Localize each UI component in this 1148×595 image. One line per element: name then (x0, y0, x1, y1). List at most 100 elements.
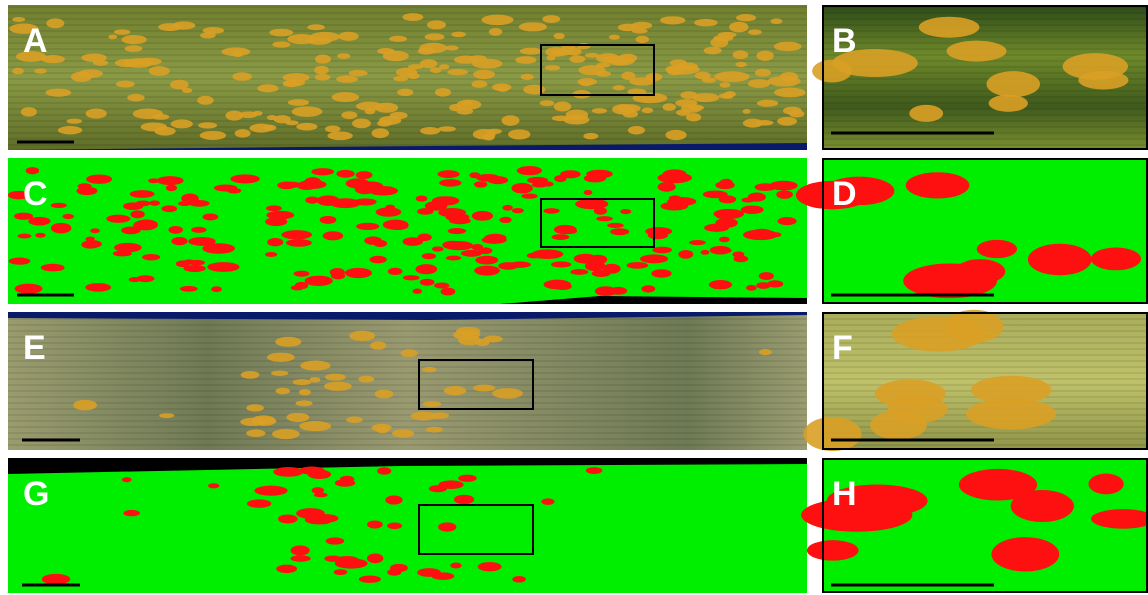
lesion (21, 107, 37, 116)
lesion (85, 283, 111, 292)
lesion (166, 185, 177, 192)
lesion (90, 228, 100, 233)
lesion (977, 240, 1017, 258)
lesion (125, 45, 143, 52)
lesion (670, 59, 687, 66)
panel: F (803, 310, 1148, 451)
lesion (719, 195, 736, 203)
lesion (422, 367, 436, 372)
lesion (695, 72, 711, 80)
lesion (108, 34, 117, 39)
lesion (432, 196, 459, 205)
lesion (748, 193, 766, 202)
lesion (774, 42, 802, 51)
lesion (340, 476, 354, 483)
lesion (584, 258, 601, 264)
lesion (481, 15, 513, 26)
lesion (420, 127, 440, 135)
lesion (648, 231, 668, 239)
lesion (595, 286, 617, 296)
lesion (512, 576, 526, 583)
lesion (743, 109, 751, 114)
lesion (408, 64, 424, 69)
lesion (142, 254, 160, 261)
lesion (545, 65, 560, 70)
lesion (235, 129, 251, 137)
lesion (267, 353, 295, 362)
lesion (315, 74, 331, 81)
lesion (511, 183, 532, 194)
lesion (757, 100, 778, 107)
lesion (778, 217, 797, 225)
lesion (288, 99, 309, 106)
panel-label: F (832, 329, 853, 367)
lesion (472, 211, 493, 221)
lesion (45, 89, 71, 97)
lesion (221, 47, 250, 56)
lesion (456, 327, 480, 336)
lesion (689, 105, 704, 111)
lesion (159, 413, 174, 418)
lesion (733, 251, 745, 257)
lesion (448, 228, 466, 234)
lesion (989, 95, 1028, 112)
lesion (149, 200, 160, 206)
lesion (438, 522, 456, 531)
lesion (444, 45, 458, 50)
lesion (331, 272, 345, 279)
lesion (410, 412, 437, 421)
lesion (756, 51, 773, 61)
lesion (498, 262, 518, 270)
lesion (349, 70, 368, 76)
lesion (200, 131, 227, 140)
lesion (176, 260, 190, 267)
lesion (417, 208, 433, 215)
lesion (512, 208, 524, 213)
lesion (123, 510, 140, 516)
lesion (552, 234, 570, 240)
lesion (759, 272, 774, 280)
lesion (626, 262, 648, 269)
lesion (241, 371, 260, 379)
lesion (527, 253, 543, 259)
lesion (336, 75, 358, 82)
lesion (733, 50, 749, 59)
lesion (203, 213, 219, 220)
lesion (756, 282, 771, 289)
lesion (569, 55, 585, 62)
lesion (667, 197, 696, 206)
lesion (393, 76, 408, 82)
lesion (12, 68, 24, 75)
figure: ABCDEFGH (0, 0, 1148, 595)
lesion (652, 247, 672, 254)
lesion (909, 105, 943, 122)
lesion (325, 126, 341, 133)
lesion (756, 120, 773, 125)
lesion (299, 421, 331, 431)
lesion (596, 63, 610, 68)
lesion (427, 20, 446, 29)
lesion (603, 264, 621, 274)
lesion (774, 88, 806, 98)
lesion (1091, 247, 1141, 270)
lesion (172, 21, 196, 29)
lesion (603, 56, 619, 63)
lesion (771, 232, 782, 237)
lesion (81, 240, 99, 248)
panel-label: A (23, 22, 48, 60)
lesion (356, 171, 373, 179)
lesion (552, 253, 561, 258)
lesion (359, 576, 381, 583)
lesion (444, 241, 474, 250)
panel-label: H (832, 475, 857, 513)
lesion (1028, 244, 1092, 276)
lesion (86, 175, 112, 184)
lesion (564, 228, 577, 234)
lesion (447, 69, 468, 75)
lesion (252, 415, 275, 424)
lesion (202, 243, 235, 253)
lesion (422, 253, 436, 259)
lesion (729, 22, 748, 33)
lesion (694, 19, 718, 27)
lesion (888, 395, 948, 424)
